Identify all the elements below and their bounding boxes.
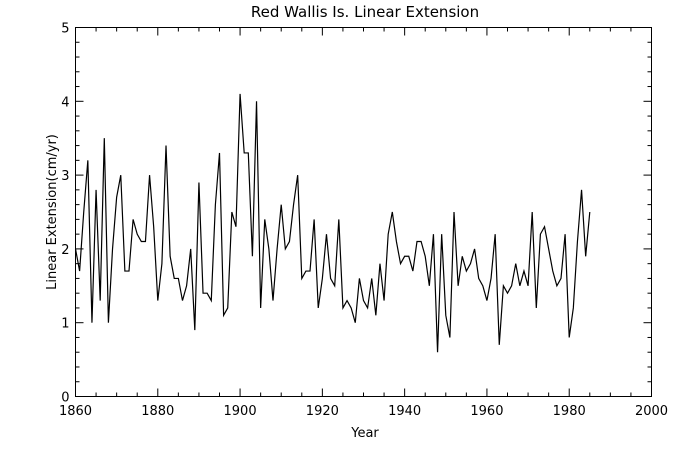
y-tick-label: 2 <box>61 243 69 258</box>
x-tick-label: 1960 <box>470 404 503 419</box>
y-tick-label: 5 <box>61 22 69 37</box>
x-tick-label: 1920 <box>306 404 339 419</box>
y-tick-label: 1 <box>61 317 69 332</box>
y-tick-label: 3 <box>61 169 69 184</box>
plot-frame <box>75 27 652 397</box>
y-tick-label: 4 <box>61 95 69 110</box>
axis-ticks <box>75 27 652 397</box>
x-tick-label: 1900 <box>224 404 257 419</box>
series-line <box>74 93 591 353</box>
x-tick-label: 2000 <box>635 404 668 419</box>
x-tick-label: 1880 <box>141 404 174 419</box>
tick-labels: 1860 1880 1900 1920 1940 1960 1980 2000 0 1 2 3 4 5 <box>59 22 668 420</box>
x-tick-label: 1860 <box>59 404 92 419</box>
x-tick-label: 1980 <box>553 404 586 419</box>
y-tick-label: 0 <box>61 391 69 406</box>
x-axis-label: Year <box>350 426 379 441</box>
x-tick-label: 1940 <box>388 404 421 419</box>
y-axis-label: Linear Extension(cm/yr) <box>45 134 60 290</box>
chart-title: Red Wallis Is. Linear Extension <box>251 3 479 21</box>
